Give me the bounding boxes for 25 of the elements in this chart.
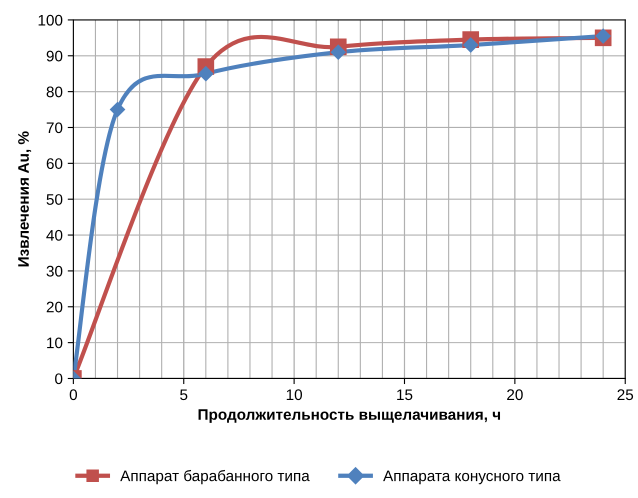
y-tick-label: 100 [38, 14, 62, 26]
y-tick-label: 90 [46, 50, 62, 62]
y-tick-label: 70 [46, 122, 62, 134]
y-tick-label: 40 [46, 230, 62, 241]
y-tick-label: 10 [47, 337, 62, 348]
x-tick-label: 5 [180, 389, 188, 400]
legend-label: Аппарата конусного типа [383, 470, 561, 484]
y-tick-label: 60 [46, 158, 62, 170]
y-tick-label: 80 [46, 86, 62, 98]
y-tick-label: 30 [46, 266, 62, 277]
point [463, 37, 478, 53]
point [198, 66, 214, 82]
point [330, 44, 346, 60]
x-tick-label: 10 [286, 389, 302, 400]
y-tick-label: 20 [46, 302, 62, 312]
x-tick-label: 15 [397, 389, 412, 400]
y-tick-label: 0 [55, 373, 62, 384]
y-tick-label: 50 [46, 194, 62, 205]
legend-label: Аппарат барабанного типа [120, 470, 310, 484]
x-tick-label: 25 [618, 389, 634, 400]
x-tick-label: 20 [507, 389, 523, 400]
x-axis-title: Продолжительность выщелачивания, ч [198, 409, 500, 423]
point [110, 102, 126, 118]
x-tick-label: 0 [70, 389, 78, 400]
y-axis-title: Извлечения Au, % [18, 131, 32, 266]
